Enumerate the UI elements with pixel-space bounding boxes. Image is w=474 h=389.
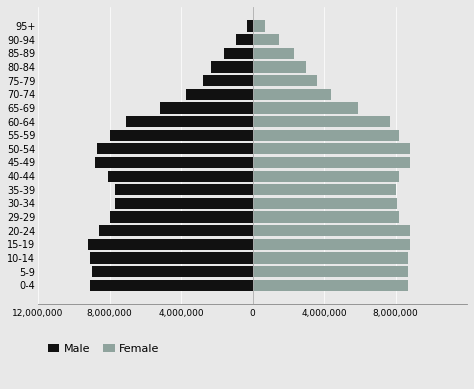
Bar — [109, 130, 253, 141]
Bar — [253, 143, 410, 154]
Bar — [253, 61, 306, 73]
Bar — [115, 198, 253, 209]
Bar — [253, 116, 390, 127]
Legend: Male, Female: Male, Female — [44, 340, 164, 358]
Bar — [253, 184, 396, 195]
Bar — [126, 116, 253, 127]
Bar — [97, 143, 253, 154]
Bar — [253, 225, 410, 236]
Bar — [202, 75, 253, 86]
Bar — [247, 21, 253, 32]
Bar — [253, 48, 294, 59]
Bar — [253, 170, 399, 182]
Bar — [109, 212, 253, 223]
Bar — [224, 48, 253, 59]
Bar — [108, 170, 253, 182]
Bar — [90, 280, 253, 291]
Bar — [186, 89, 253, 100]
Bar — [253, 130, 399, 141]
Bar — [253, 34, 279, 45]
Bar — [253, 157, 410, 168]
Bar — [236, 34, 253, 45]
Bar — [253, 198, 397, 209]
Bar — [95, 157, 253, 168]
Bar — [253, 212, 399, 223]
Bar — [90, 252, 253, 264]
Bar — [253, 239, 410, 250]
Bar — [253, 75, 317, 86]
Bar — [91, 266, 253, 277]
Bar — [160, 102, 253, 114]
Bar — [115, 184, 253, 195]
Bar — [253, 252, 408, 264]
Bar — [253, 21, 265, 32]
Bar — [88, 239, 253, 250]
Bar — [253, 280, 408, 291]
Bar — [253, 102, 358, 114]
Bar — [253, 89, 331, 100]
Bar — [99, 225, 253, 236]
Bar — [253, 266, 408, 277]
Bar — [211, 61, 253, 73]
